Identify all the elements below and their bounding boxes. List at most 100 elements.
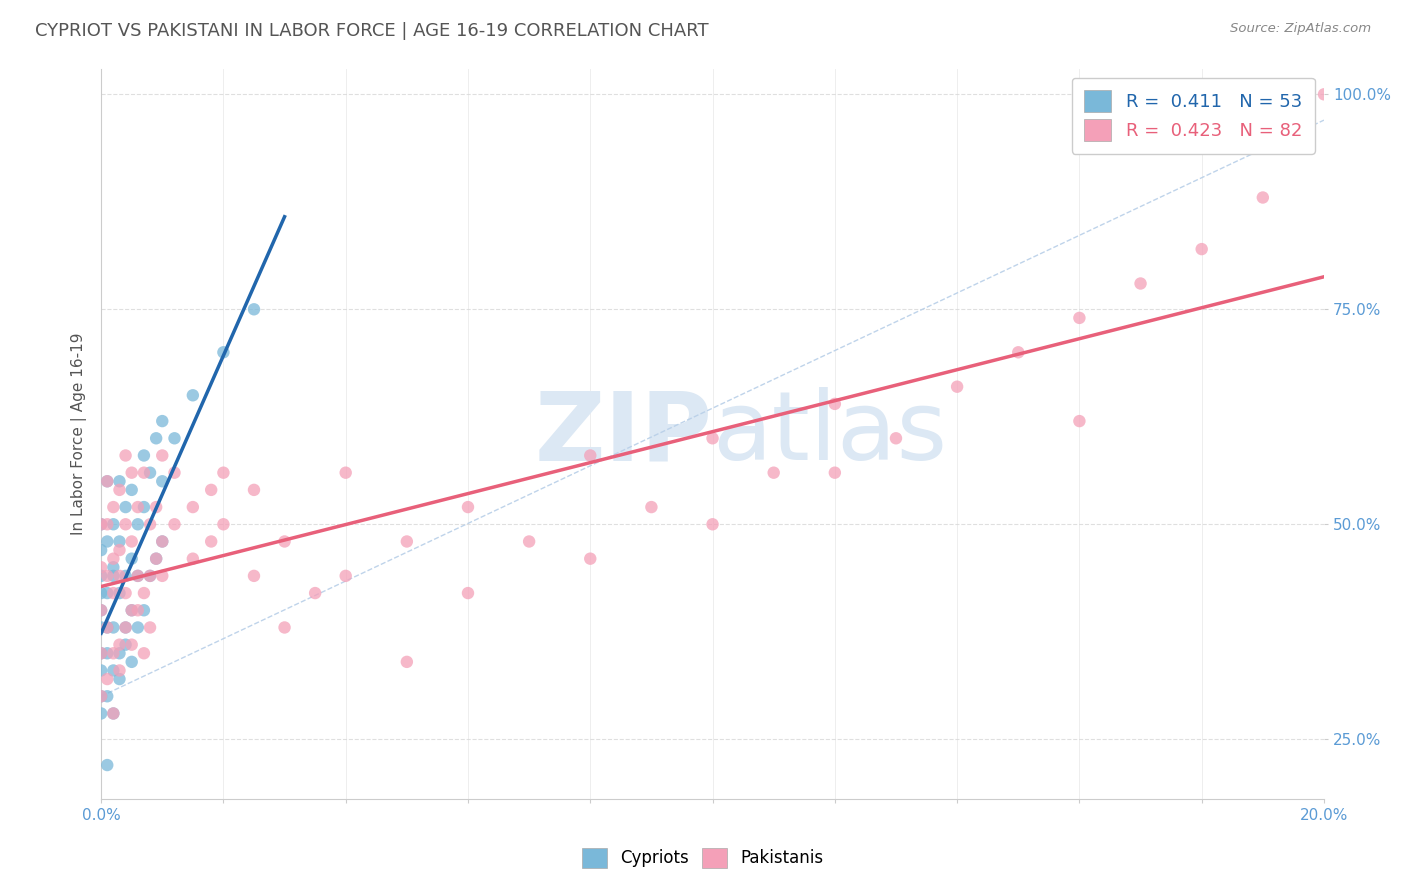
Point [121, 534, 143, 549]
Point [90, 586, 112, 600]
Point [884, 431, 907, 445]
Point [121, 603, 143, 617]
Point [121, 655, 143, 669]
Legend: Cypriots, Pakistanis: Cypriots, Pakistanis [575, 841, 831, 875]
Point [103, 586, 125, 600]
Text: CYPRIOT VS PAKISTANI IN LABOR FORCE | AGE 16-19 CORRELATION CHART: CYPRIOT VS PAKISTANI IN LABOR FORCE | AG… [35, 22, 709, 40]
Point [163, 466, 186, 480]
Point [121, 551, 143, 566]
Point [96, 672, 118, 686]
Point [150, 534, 173, 549]
Point [103, 646, 125, 660]
Point [96, 646, 118, 660]
Point [108, 569, 131, 583]
Point [96, 534, 118, 549]
Point [395, 655, 418, 669]
Point [103, 706, 125, 721]
Legend: R =  0.411   N = 53, R =  0.423   N = 82: R = 0.411 N = 53, R = 0.423 N = 82 [1071, 78, 1315, 154]
Text: atlas: atlas [713, 387, 948, 481]
Point [96, 475, 118, 489]
Point [824, 466, 846, 480]
Point [150, 449, 173, 463]
Point [114, 517, 136, 532]
Point [762, 466, 785, 480]
Point [150, 569, 173, 583]
Point [108, 646, 131, 660]
Point [457, 586, 479, 600]
Point [702, 431, 724, 445]
Point [103, 620, 125, 634]
Point [103, 569, 125, 583]
Point [273, 620, 295, 634]
Point [127, 603, 149, 617]
Point [114, 638, 136, 652]
Point [90, 664, 112, 678]
Point [90, 517, 112, 532]
Point [273, 534, 295, 549]
Point [1069, 310, 1091, 325]
Point [132, 586, 155, 600]
Point [90, 543, 112, 558]
Point [103, 517, 125, 532]
Point [108, 543, 131, 558]
Point [150, 475, 173, 489]
Point [108, 483, 131, 497]
Point [132, 603, 155, 617]
Point [163, 431, 186, 445]
Point [517, 534, 540, 549]
Point [108, 664, 131, 678]
Point [335, 466, 357, 480]
Point [200, 534, 222, 549]
Point [212, 466, 235, 480]
Point [90, 603, 112, 617]
Point [127, 620, 149, 634]
Point [96, 690, 118, 704]
Point [108, 534, 131, 549]
Point [108, 475, 131, 489]
Point [114, 449, 136, 463]
Point [181, 551, 204, 566]
Point [1007, 345, 1029, 359]
Point [139, 620, 162, 634]
Point [127, 517, 149, 532]
Point [139, 466, 162, 480]
Point [139, 569, 162, 583]
Point [121, 466, 143, 480]
Point [96, 475, 118, 489]
Text: ZIP: ZIP [534, 387, 713, 481]
Point [304, 586, 326, 600]
Point [114, 586, 136, 600]
Point [150, 414, 173, 428]
Point [96, 586, 118, 600]
Point [103, 706, 125, 721]
Point [579, 449, 602, 463]
Point [395, 534, 418, 549]
Point [579, 551, 602, 566]
Point [108, 638, 131, 652]
Point [103, 500, 125, 514]
Point [335, 569, 357, 583]
Point [127, 500, 149, 514]
Point [90, 646, 112, 660]
Point [145, 431, 167, 445]
Point [212, 517, 235, 532]
Point [114, 620, 136, 634]
Point [163, 517, 186, 532]
Point [1129, 277, 1152, 291]
Point [946, 380, 969, 394]
Point [212, 345, 235, 359]
Point [150, 534, 173, 549]
Point [702, 517, 724, 532]
Point [114, 569, 136, 583]
Point [114, 500, 136, 514]
Point [96, 620, 118, 634]
Point [121, 603, 143, 617]
Point [121, 483, 143, 497]
Point [132, 449, 155, 463]
Point [1069, 414, 1091, 428]
Point [139, 569, 162, 583]
Point [96, 758, 118, 772]
Point [90, 560, 112, 574]
Point [824, 397, 846, 411]
Point [90, 690, 112, 704]
